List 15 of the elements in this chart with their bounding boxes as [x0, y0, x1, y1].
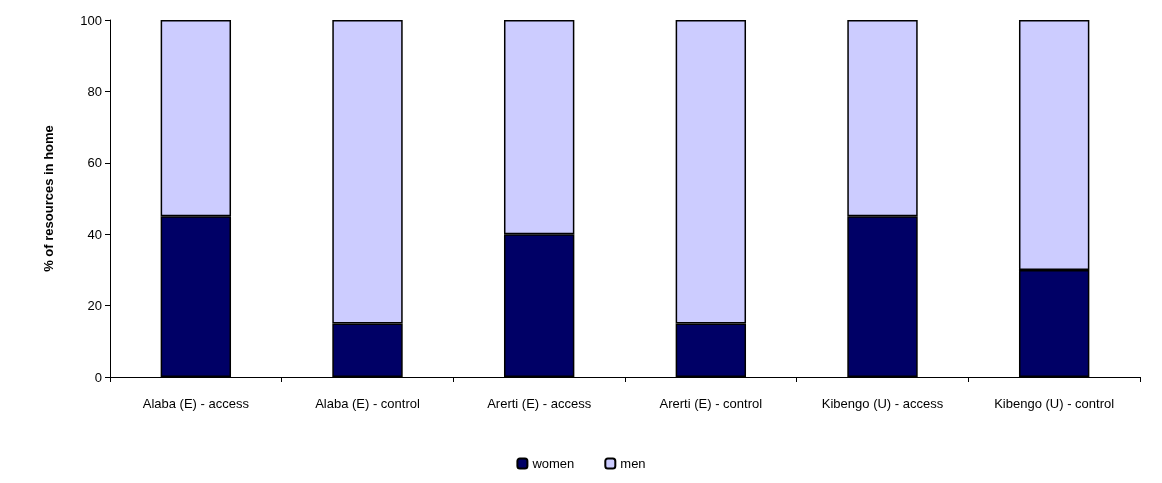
x-tick-label: Kibengo (U) - access: [821, 396, 944, 411]
y-tick-label: 100: [80, 12, 102, 28]
x-tick-label: Alaba (E) - control: [315, 396, 420, 411]
y-tick-label: 60: [87, 155, 102, 171]
y-tick-label: 20: [87, 298, 102, 314]
x-tick-label: Kibengo (U) - control: [994, 396, 1115, 411]
x-tick-label: Alaba (E) - access: [142, 396, 250, 411]
y-tick-label: 0: [94, 369, 102, 385]
x-tick-label: Arerti (E) - access: [487, 396, 592, 411]
y-axis-title: % of resources in home: [41, 125, 56, 272]
y-tick-label: 40: [87, 226, 102, 242]
x-tick-label: Arerti (E) - control: [659, 396, 763, 411]
y-tick-label: 80: [87, 83, 102, 99]
legend-label: men: [620, 456, 646, 471]
legend-label: women: [531, 456, 575, 471]
